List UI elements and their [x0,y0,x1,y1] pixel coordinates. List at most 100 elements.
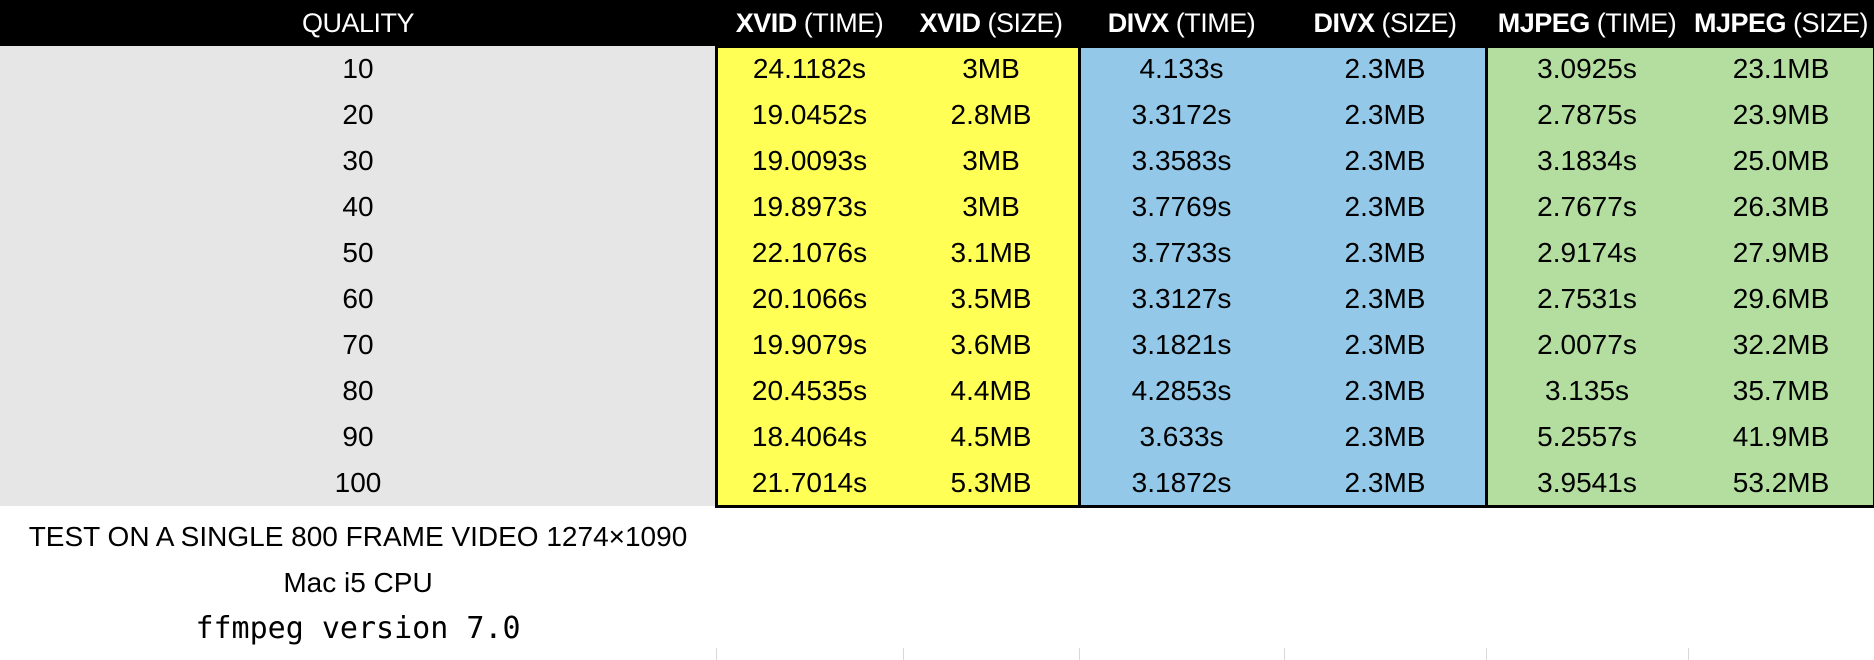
value-cell: 3.5MB [950,283,1032,314]
value-cell: 2.7875s [1537,99,1637,130]
value-cell: 2.8MB [950,99,1032,130]
quality-cell: 10 [342,53,374,84]
ffmpeg-version-note: ffmpeg version 7.0 [195,611,521,646]
header-cell: XVID (SIZE) [903,0,1079,46]
value-cell: 32.2MB [1732,329,1830,360]
header-codec-label: XVID [919,7,981,38]
header-metric-label: QUALITY [301,7,415,38]
value-cell: 53.2MB [1732,467,1830,498]
quality-cell: 50 [342,237,374,268]
value-cell: 5.3MB [950,467,1032,498]
header-codec-label: MJPEG [1693,7,1787,38]
value-cell: 3.3127s [1131,283,1232,314]
value-cell: 4.5MB [950,421,1032,452]
quality-column-bg [0,46,716,506]
gridline-stub [1079,648,1080,660]
value-cell: 41.9MB [1732,421,1830,452]
cpu-note: Mac i5 CPU [283,567,433,598]
value-cell: 26.3MB [1732,191,1830,222]
value-cell: 3MB [962,191,1020,222]
value-cell: 2.3MB [1344,329,1426,360]
value-cell: 2.3MB [1344,99,1426,130]
header-metric-label: (TIME) [796,7,884,38]
value-cell: 2.3MB [1344,421,1426,452]
value-cell: 3.7733s [1131,237,1232,268]
header-cell: DIVX (TIME) [1079,0,1284,46]
quality-cell: 60 [342,283,374,314]
header-cell: QUALITY [0,0,716,46]
gridline-stub [716,648,717,660]
value-cell: 2.3MB [1344,283,1426,314]
value-cell: 3.9541s [1537,467,1637,498]
quality-cell: 70 [342,329,374,360]
value-cell: 24.1182s [752,53,867,84]
quality-cell: 20 [342,99,374,130]
header-metric-label: (SIZE) [1786,7,1869,38]
header-cell: MJPEG (SIZE) [1688,0,1874,46]
quality-cell: 40 [342,191,374,222]
value-cell: 22.1076s [751,237,868,268]
header-codec-label: DIVX [1313,7,1375,38]
quality-cell: 90 [342,421,374,452]
value-cell: 4.2853s [1131,375,1232,406]
value-cell: 2.9174s [1537,237,1637,268]
value-cell: 2.7531s [1537,283,1637,314]
value-cell: 2.3MB [1344,145,1426,176]
header-metric-label: (TIME) [1168,7,1256,38]
value-cell: 2.3MB [1344,467,1426,498]
value-cell: 2.3MB [1344,237,1426,268]
quality-cell: 80 [342,375,374,406]
value-cell: 4.133s [1139,53,1224,84]
value-cell: 19.9079s [751,329,868,360]
xvid-group-bg [716,46,1079,506]
value-cell: 19.8973s [751,191,868,222]
value-cell: 18.4064s [751,421,868,452]
value-cell: 3MB [962,53,1020,84]
gridline-stub [903,648,904,660]
quality-cell: 100 [334,467,382,498]
value-cell: 21.7014s [751,467,868,498]
header-codec-label: XVID [735,7,798,38]
header-codec-label: MJPEG [1497,7,1591,38]
value-cell: 3.3172s [1131,99,1232,130]
value-cell: 3.1834s [1537,145,1637,176]
value-cell: 3.135s [1544,375,1630,406]
value-cell: 3.7769s [1131,191,1232,222]
value-cell: 3.6MB [950,329,1032,360]
value-cell: 3.1821s [1131,329,1232,360]
value-cell: 29.6MB [1732,283,1830,314]
value-cell: 3.1MB [950,237,1032,268]
header-metric-label: (SIZE) [980,7,1064,38]
divx-group-bg [1079,46,1486,506]
value-cell: 19.0452s [751,99,868,130]
header-cell: DIVX (SIZE) [1284,0,1486,46]
value-cell: 25.0MB [1732,145,1830,176]
value-cell: 3MB [962,145,1020,176]
value-cell: 2.3MB [1344,53,1426,84]
gridline-stub [1688,648,1689,660]
mjpeg-group-bg [1486,46,1874,506]
header-metric-label: (TIME) [1589,7,1677,38]
value-cell: 20.1066s [751,283,868,314]
header-cell: MJPEG (TIME) [1486,0,1688,46]
value-cell: 3.633s [1139,421,1224,452]
gridline-stub [1486,648,1487,660]
value-cell: 23.9MB [1732,99,1830,130]
test-description-note: TEST ON A SINGLE 800 FRAME VIDEO 1274×10… [28,521,688,552]
value-cell: 23.1MB [1732,53,1830,84]
value-cell: 2.3MB [1344,375,1426,406]
value-cell: 3.1872s [1131,467,1232,498]
value-cell: 4.4MB [950,375,1032,406]
value-cell: 3.0925s [1537,53,1637,84]
gridline-stub [1284,648,1285,660]
header-metric-label: (SIZE) [1374,7,1458,38]
quality-cell: 30 [342,145,374,176]
value-cell: 19.0093s [751,145,868,176]
value-cell: 20.4535s [751,375,868,406]
header-cell: XVID (TIME) [716,0,903,46]
value-cell: 2.0077s [1537,329,1637,360]
value-cell: 3.3583s [1131,145,1232,176]
header-codec-label: DIVX [1107,7,1170,38]
value-cell: 5.2557s [1537,421,1637,452]
